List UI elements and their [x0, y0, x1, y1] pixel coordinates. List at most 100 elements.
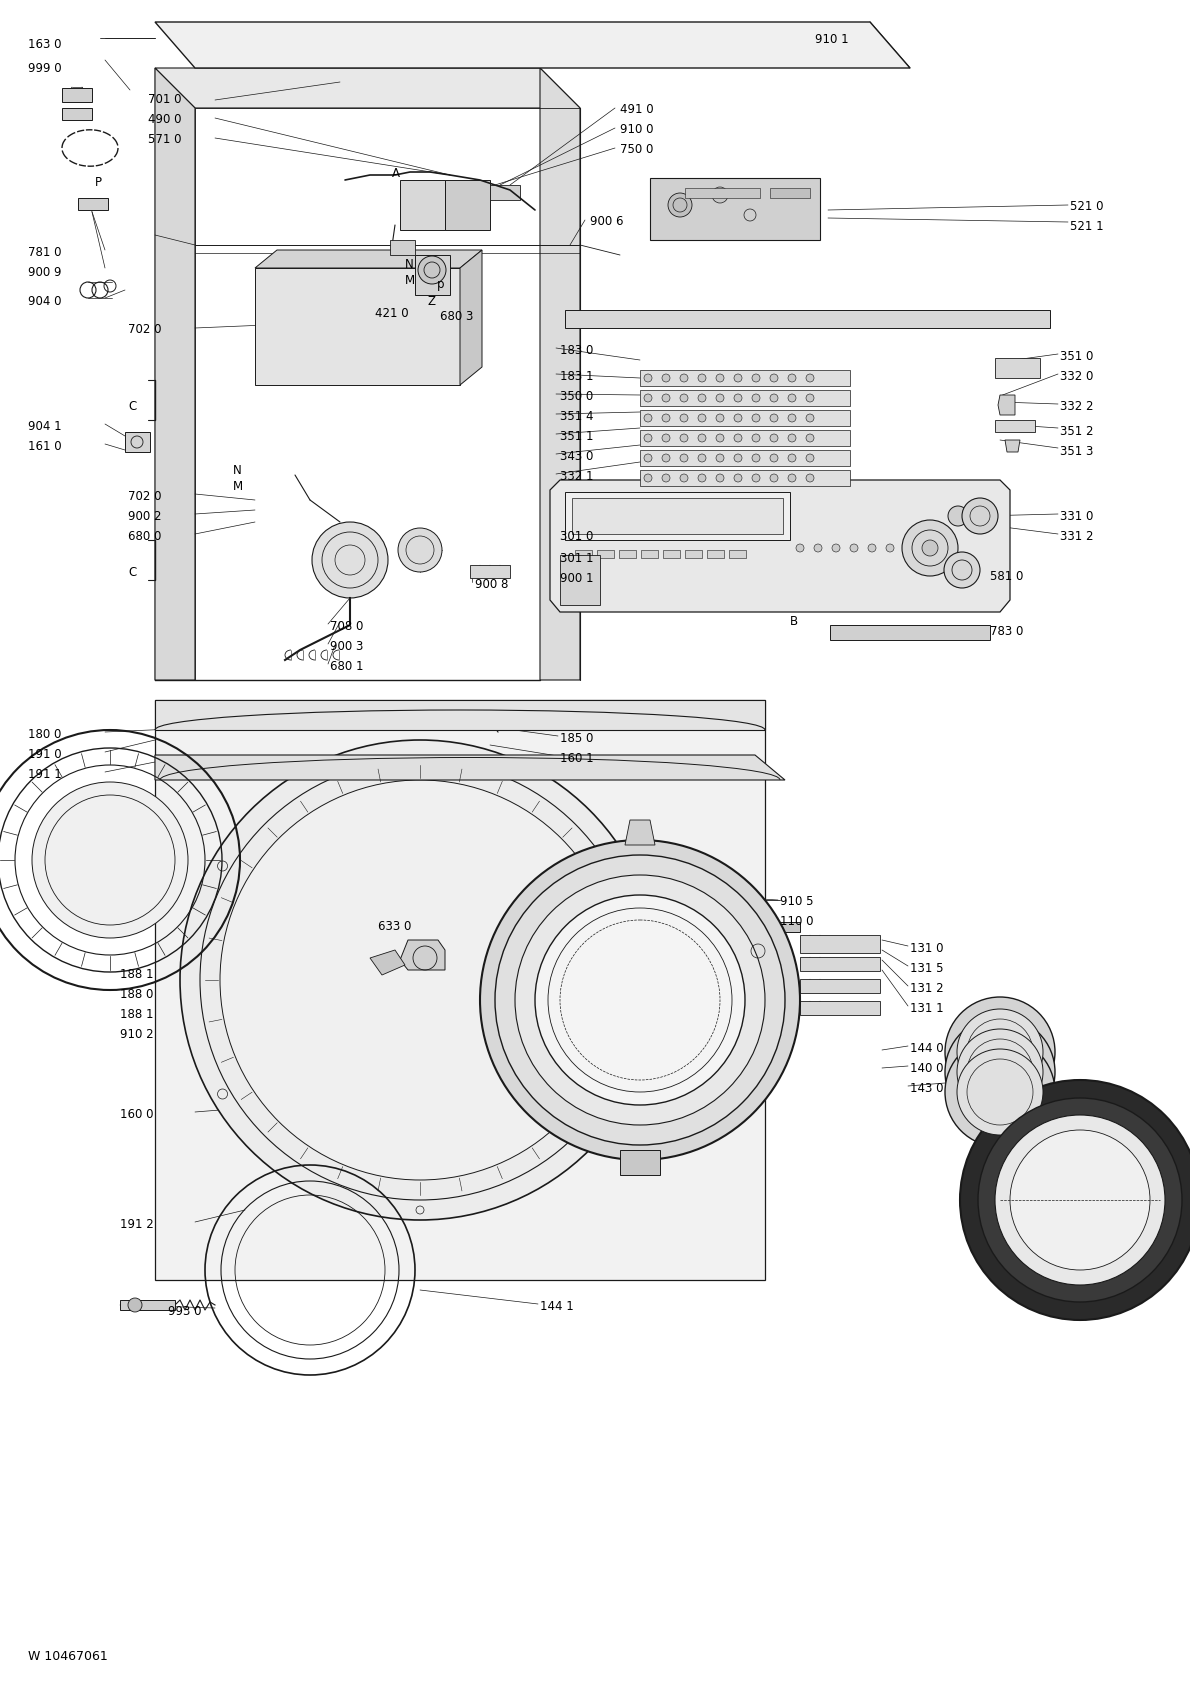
Polygon shape [685, 551, 702, 557]
Circle shape [668, 194, 693, 217]
Text: 191 2: 191 2 [120, 1218, 154, 1231]
Text: 331 2: 331 2 [1060, 530, 1094, 542]
Circle shape [957, 1029, 1042, 1115]
Text: 183 0: 183 0 [560, 344, 594, 357]
Polygon shape [707, 551, 724, 557]
Polygon shape [461, 249, 482, 386]
Text: 140 0: 140 0 [910, 1063, 944, 1074]
Polygon shape [400, 940, 445, 970]
Circle shape [716, 455, 724, 461]
Polygon shape [390, 241, 415, 254]
Circle shape [788, 455, 796, 461]
Circle shape [644, 434, 652, 441]
Circle shape [752, 434, 760, 441]
Circle shape [397, 529, 441, 573]
Text: W 10467061: W 10467061 [29, 1650, 108, 1664]
Text: 183 1: 183 1 [560, 370, 594, 382]
Text: 131 0: 131 0 [910, 941, 944, 955]
Text: M: M [233, 480, 243, 493]
Text: 900 2: 900 2 [129, 510, 162, 524]
Circle shape [944, 552, 981, 588]
Text: N: N [405, 258, 414, 271]
Text: 188 1: 188 1 [120, 1009, 154, 1021]
Circle shape [662, 374, 670, 382]
Text: 910 1: 910 1 [815, 34, 848, 45]
Polygon shape [575, 551, 591, 557]
Circle shape [796, 544, 804, 552]
Text: 581 0: 581 0 [990, 569, 1023, 583]
Text: 781 0: 781 0 [29, 246, 62, 259]
Circle shape [699, 434, 706, 441]
Polygon shape [400, 180, 445, 231]
Text: 680 0: 680 0 [129, 530, 162, 542]
Circle shape [716, 434, 724, 441]
Polygon shape [640, 409, 850, 426]
Polygon shape [800, 978, 879, 994]
Text: 332 1: 332 1 [560, 470, 594, 483]
Polygon shape [829, 625, 990, 640]
Text: 421 0: 421 0 [375, 306, 408, 320]
Polygon shape [155, 67, 580, 108]
Circle shape [1010, 1130, 1150, 1270]
Text: 301 0: 301 0 [560, 530, 594, 542]
Circle shape [868, 544, 876, 552]
Polygon shape [572, 498, 783, 534]
Circle shape [32, 781, 188, 938]
Polygon shape [255, 268, 461, 386]
Polygon shape [998, 396, 1015, 414]
Circle shape [770, 374, 778, 382]
Text: 490 0: 490 0 [148, 113, 182, 126]
Text: 185 0: 185 0 [560, 733, 594, 744]
Circle shape [922, 541, 938, 556]
Circle shape [770, 394, 778, 402]
Polygon shape [740, 941, 775, 960]
Polygon shape [155, 754, 785, 780]
Circle shape [716, 394, 724, 402]
Text: 144 1: 144 1 [540, 1300, 574, 1314]
Text: 633 0: 633 0 [378, 919, 412, 933]
Circle shape [734, 473, 743, 482]
Polygon shape [125, 433, 150, 451]
Circle shape [806, 434, 814, 441]
Polygon shape [640, 470, 850, 487]
Text: 993 0: 993 0 [168, 1305, 201, 1319]
Circle shape [788, 394, 796, 402]
Circle shape [699, 394, 706, 402]
Polygon shape [62, 88, 92, 103]
Text: 900 6: 900 6 [590, 216, 624, 227]
Polygon shape [995, 419, 1035, 433]
Text: 900 8: 900 8 [475, 578, 508, 591]
Text: B: B [790, 615, 798, 628]
Circle shape [806, 414, 814, 423]
Circle shape [957, 1049, 1042, 1135]
Circle shape [957, 1009, 1042, 1095]
Text: 783 0: 783 0 [990, 625, 1023, 638]
Circle shape [662, 434, 670, 441]
Polygon shape [565, 492, 790, 541]
Circle shape [662, 394, 670, 402]
Text: 131 5: 131 5 [910, 962, 944, 975]
Text: 904 1: 904 1 [29, 419, 62, 433]
Text: 750 0: 750 0 [620, 143, 653, 157]
Polygon shape [79, 199, 108, 210]
Polygon shape [995, 359, 1040, 377]
Circle shape [948, 505, 967, 525]
Circle shape [734, 434, 743, 441]
Circle shape [418, 256, 446, 285]
Polygon shape [415, 254, 450, 295]
Text: Z: Z [428, 295, 436, 308]
Text: 343 0: 343 0 [560, 450, 594, 463]
Text: 571 0: 571 0 [148, 133, 182, 147]
Circle shape [716, 374, 724, 382]
Polygon shape [255, 249, 482, 268]
Circle shape [960, 1079, 1190, 1320]
Text: 351 2: 351 2 [1060, 424, 1094, 438]
Polygon shape [1006, 440, 1020, 451]
Text: 351 4: 351 4 [560, 409, 594, 423]
Text: 999 0: 999 0 [29, 62, 62, 76]
Polygon shape [800, 935, 879, 953]
Circle shape [962, 498, 998, 534]
Text: 191 0: 191 0 [29, 748, 62, 761]
Circle shape [902, 520, 958, 576]
Text: 708 0: 708 0 [330, 620, 363, 633]
